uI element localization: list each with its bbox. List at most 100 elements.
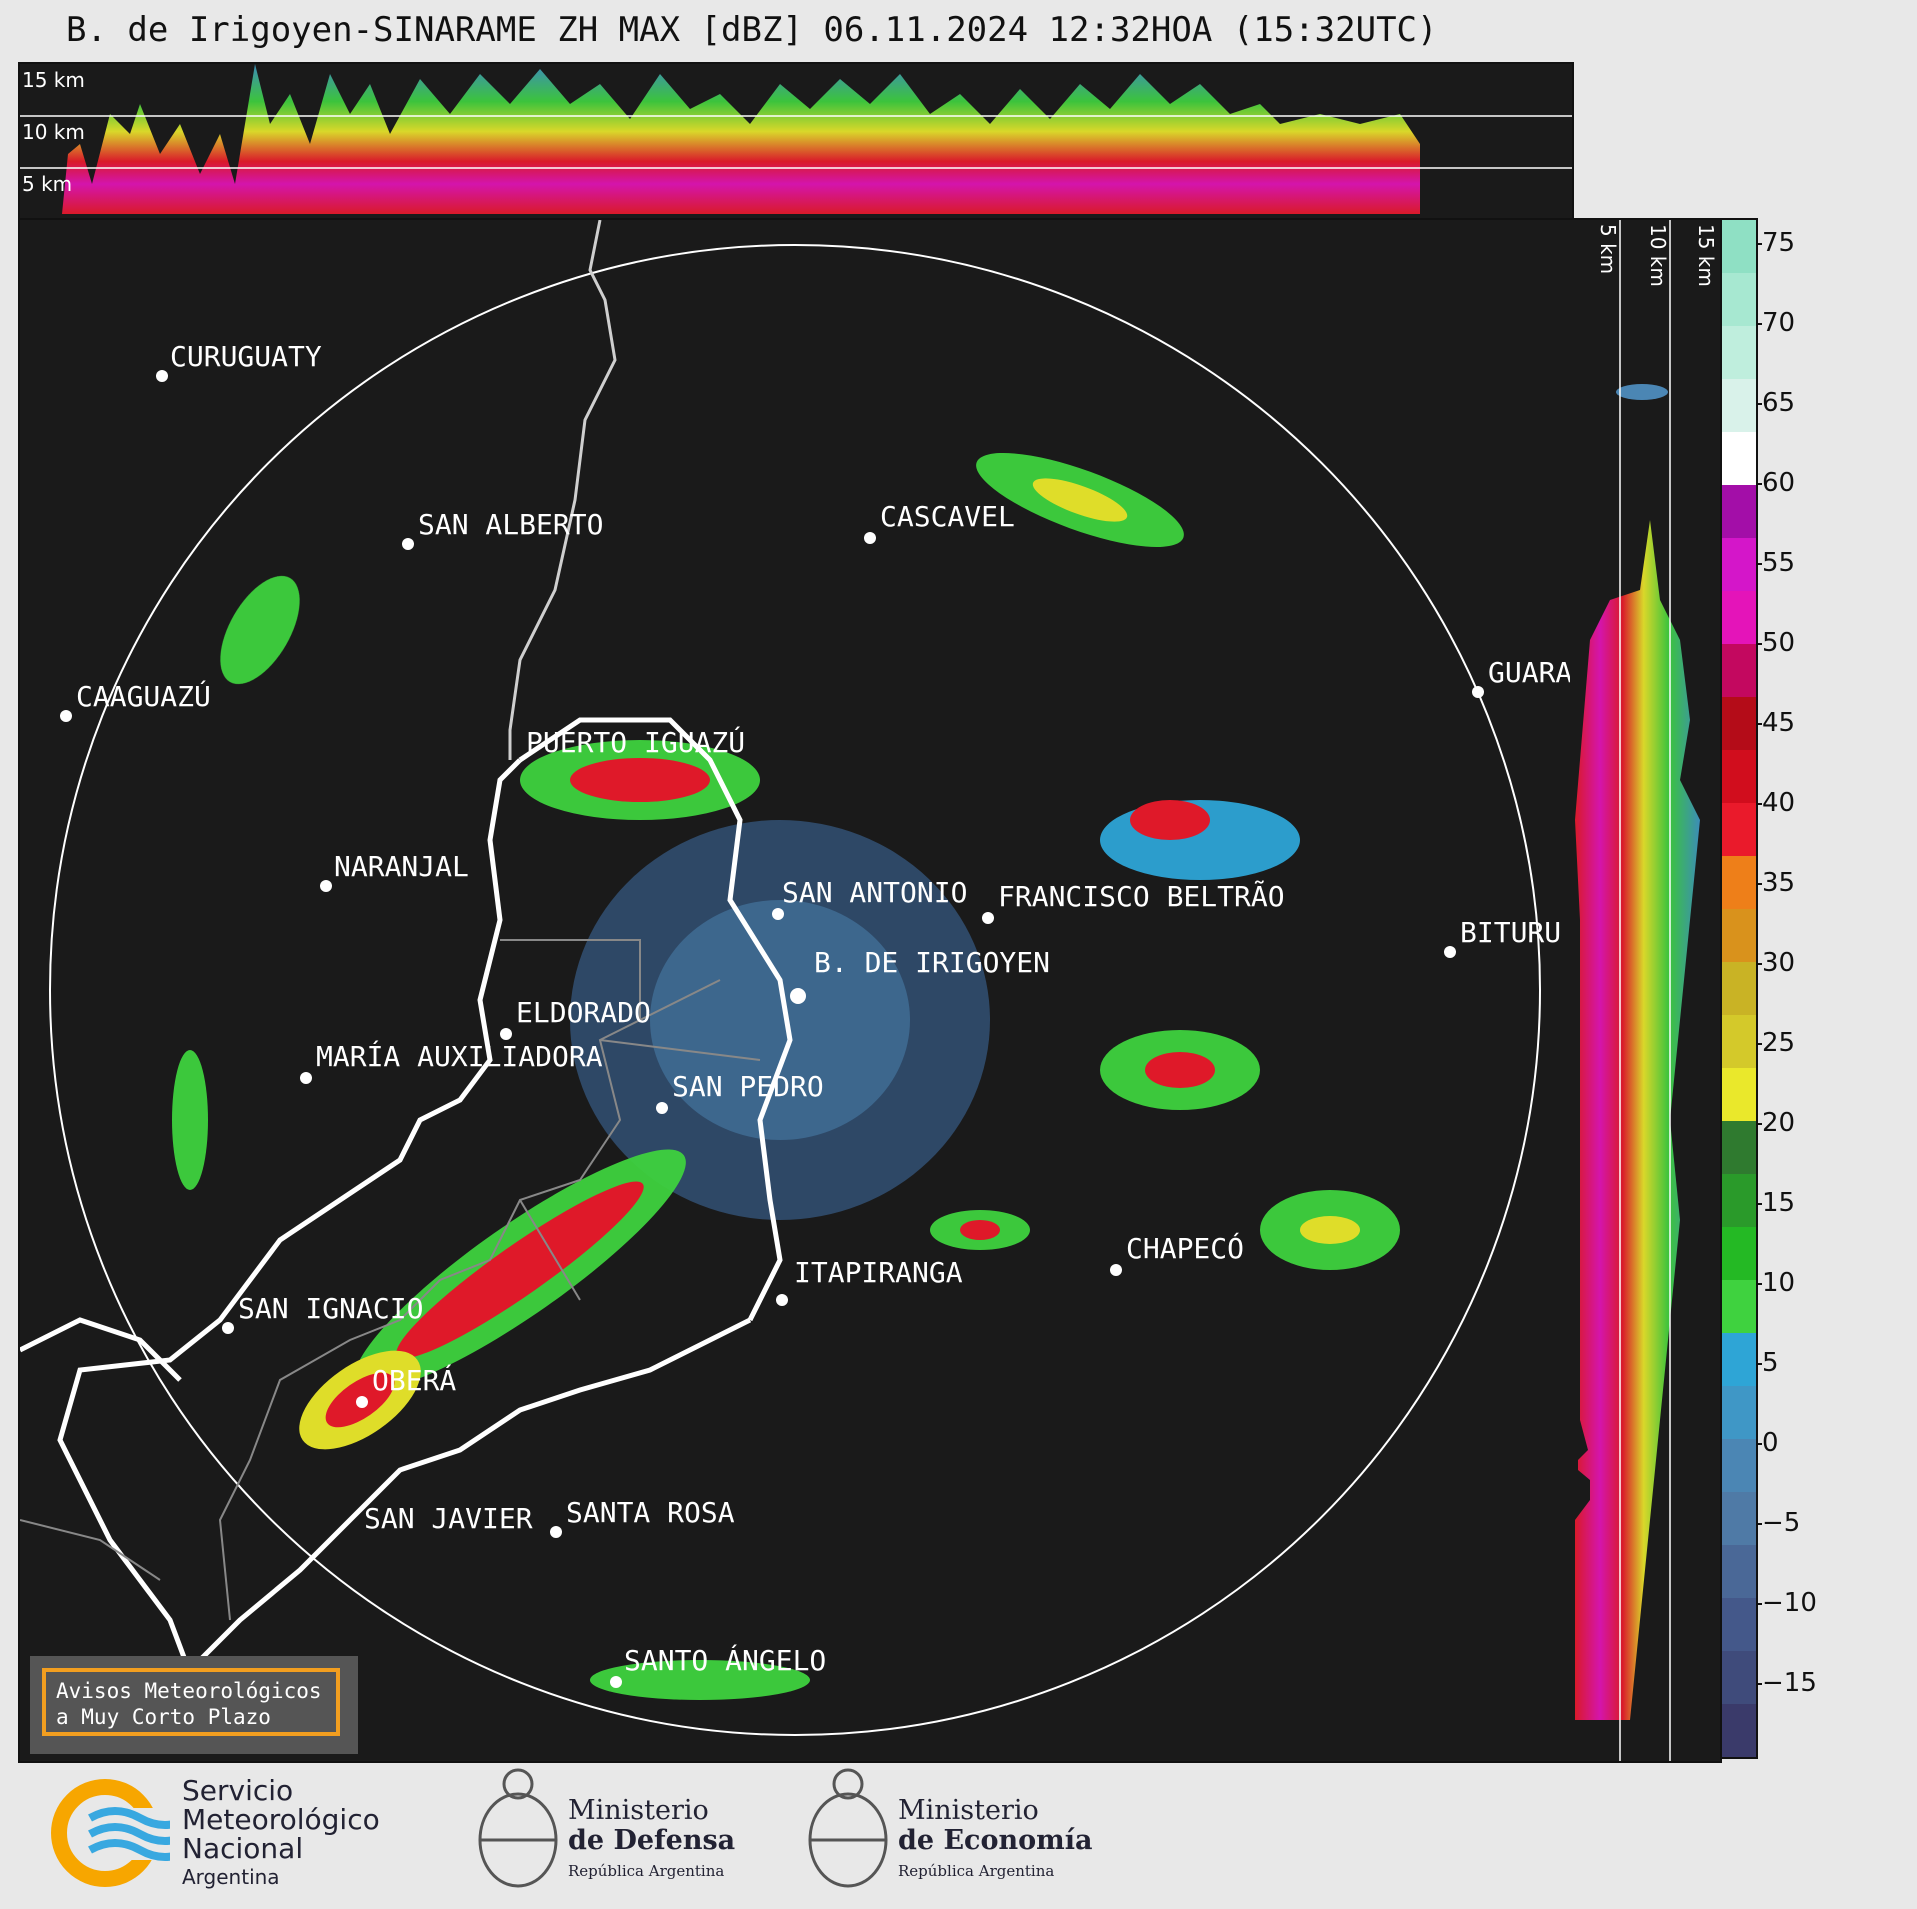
city-label: ITAPIRANGA bbox=[794, 1256, 963, 1289]
city-dot bbox=[320, 880, 332, 892]
city-label: CURUGUATY bbox=[170, 340, 322, 373]
city-dot bbox=[610, 1676, 622, 1688]
city-dot bbox=[402, 538, 414, 550]
avisos-box: Avisos Meteorológicos a Muy Corto Plazo bbox=[42, 1668, 340, 1736]
defensa-line1: Ministerio bbox=[568, 1795, 709, 1826]
top-cross-section: 15 km 10 km 5 km bbox=[18, 62, 1574, 220]
colorbar-tick-label: 70 bbox=[1755, 308, 1796, 338]
colorbar-tick-label: −15 bbox=[1756, 1668, 1817, 1698]
smn-text: Servicio Meteorológico Nacional Argentin… bbox=[182, 1776, 380, 1892]
city-label: SAN IGNACIO bbox=[238, 1292, 424, 1325]
radar-map: CURUGUATY SAN ALBERTO CASCAVEL CAAGUAZÚ … bbox=[18, 218, 1574, 1763]
defensa-text: Ministerio de Defensa República Argentin… bbox=[568, 1796, 735, 1886]
smn-line1: Servicio bbox=[182, 1774, 294, 1807]
city-label: SANTA ROSA bbox=[566, 1496, 735, 1529]
city-label: SAN ANTONIO bbox=[782, 876, 968, 909]
city-dot bbox=[772, 908, 784, 920]
economia-line1: Ministerio bbox=[898, 1795, 1039, 1826]
smn-line4: Argentina bbox=[182, 1865, 280, 1889]
city-dot bbox=[1444, 946, 1456, 958]
radar-map-svg bbox=[20, 220, 1541, 1736]
city-label: B. DE IRIGOYEN bbox=[814, 946, 1051, 979]
colorbar-tick-label: −10 bbox=[1756, 1588, 1817, 1618]
smn-logo bbox=[51, 1779, 170, 1887]
city-dot bbox=[356, 1396, 368, 1408]
city-label: CAAGUAZÚ bbox=[76, 680, 211, 713]
city-dot bbox=[500, 1028, 512, 1040]
avisos-line1: Avisos Meteorológicos bbox=[56, 1679, 322, 1703]
argentina-border bbox=[57, 758, 522, 1701]
top-cross-section-svg bbox=[20, 64, 1572, 214]
city-label: CHAPECÓ bbox=[1126, 1232, 1245, 1265]
side-cross-section: 5 km 10 km 15 km bbox=[1570, 218, 1722, 1763]
avisos-line2: a Muy Corto Plazo bbox=[56, 1705, 271, 1729]
colorbar bbox=[1720, 218, 1758, 1759]
colorbar-tick-label: 15 bbox=[1755, 1188, 1796, 1218]
colorbar-tick-label: 55 bbox=[1755, 548, 1796, 578]
city-dot bbox=[550, 1526, 562, 1538]
city-dot bbox=[222, 1322, 234, 1334]
side-km-10: 10 km bbox=[1646, 224, 1670, 287]
avisos-badge: Avisos Meteorológicos a Muy Corto Plazo bbox=[30, 1656, 358, 1754]
city-dot bbox=[776, 1294, 788, 1306]
city-label: MARÍA AUXILIADORA bbox=[316, 1040, 603, 1073]
economia-seal bbox=[808, 1768, 888, 1888]
city-label: BITURU bbox=[1460, 916, 1562, 949]
city-label: SAN PEDRO bbox=[672, 1070, 824, 1103]
smn-line3: Nacional bbox=[182, 1832, 304, 1865]
colorbar-tick-label: 75 bbox=[1755, 228, 1796, 258]
city-dot bbox=[982, 912, 994, 924]
radar-site-dot bbox=[790, 988, 806, 1004]
chart-title: B. de Irigoyen-SINARAME ZH MAX [dBZ] 06.… bbox=[66, 10, 1438, 50]
colorbar-tick-label: 45 bbox=[1755, 708, 1796, 738]
city-dot bbox=[300, 1072, 312, 1084]
defensa-seal bbox=[478, 1768, 558, 1888]
colorbar-tick-label: 65 bbox=[1755, 388, 1796, 418]
colorbar-tick-label: 0 bbox=[1756, 1428, 1779, 1458]
side-km-15: 15 km bbox=[1694, 224, 1718, 287]
economia-line2: de Economía bbox=[898, 1825, 1093, 1856]
side-cross-section-svg bbox=[1575, 220, 1700, 1761]
colorbar-tick-label: 50 bbox=[1755, 628, 1796, 658]
department-borders bbox=[218, 939, 641, 1621]
colorbar-tick-label: −5 bbox=[1755, 1508, 1801, 1538]
brazil-border bbox=[518, 717, 793, 1322]
top-km-10: 10 km bbox=[22, 120, 85, 144]
city-dot bbox=[60, 710, 72, 722]
smn-line2: Meteorológico bbox=[182, 1803, 380, 1836]
defensa-line2: de Defensa bbox=[568, 1825, 736, 1856]
city-dot bbox=[1110, 1264, 1122, 1276]
city-label: OBERÁ bbox=[372, 1364, 457, 1397]
colorbar-tick-label: 20 bbox=[1755, 1108, 1796, 1138]
city-label: SAN ALBERTO bbox=[418, 508, 604, 541]
colorbar-tick-label: 5 bbox=[1756, 1348, 1779, 1378]
city-label: FRANCISCO BELTRÃO bbox=[998, 880, 1285, 913]
range-ring bbox=[49, 244, 1541, 1736]
colorbar-tick-label: 35 bbox=[1755, 868, 1796, 898]
economia-line3: República Argentina bbox=[898, 1862, 1055, 1880]
city-dot bbox=[864, 532, 876, 544]
city-dot bbox=[1472, 686, 1484, 698]
echo-cells bbox=[172, 452, 1400, 1700]
colorbar-tick-label: 25 bbox=[1755, 1028, 1796, 1058]
colorbar-tick-label: 60 bbox=[1755, 468, 1796, 498]
city-label: SANTO ÁNGELO bbox=[624, 1644, 827, 1677]
colorbar-tick-label: 40 bbox=[1755, 788, 1796, 818]
paraguay-border bbox=[508, 220, 617, 760]
city-label: SAN JAVIER bbox=[364, 1502, 533, 1535]
city-label: CASCAVEL bbox=[880, 500, 1015, 533]
top-km-5: 5 km bbox=[22, 172, 73, 196]
city-dot bbox=[156, 370, 168, 382]
city-label: ELDORADO bbox=[516, 996, 651, 1029]
colorbar-tick-label: 30 bbox=[1755, 948, 1796, 978]
uruguay-river bbox=[178, 1317, 752, 1682]
side-km-5: 5 km bbox=[1596, 224, 1620, 275]
colorbar-tick-label: 10 bbox=[1755, 1268, 1796, 1298]
city-label: NARANJAL bbox=[334, 850, 469, 883]
city-dot bbox=[656, 1102, 668, 1114]
defensa-line3: República Argentina bbox=[568, 1862, 725, 1880]
economia-text: Ministerio de Economía República Argenti… bbox=[898, 1796, 1092, 1886]
city-label: GUARA bbox=[1488, 656, 1573, 689]
top-km-15: 15 km bbox=[22, 68, 85, 92]
city-label: PUERTO IGUAZÚ bbox=[526, 726, 746, 759]
